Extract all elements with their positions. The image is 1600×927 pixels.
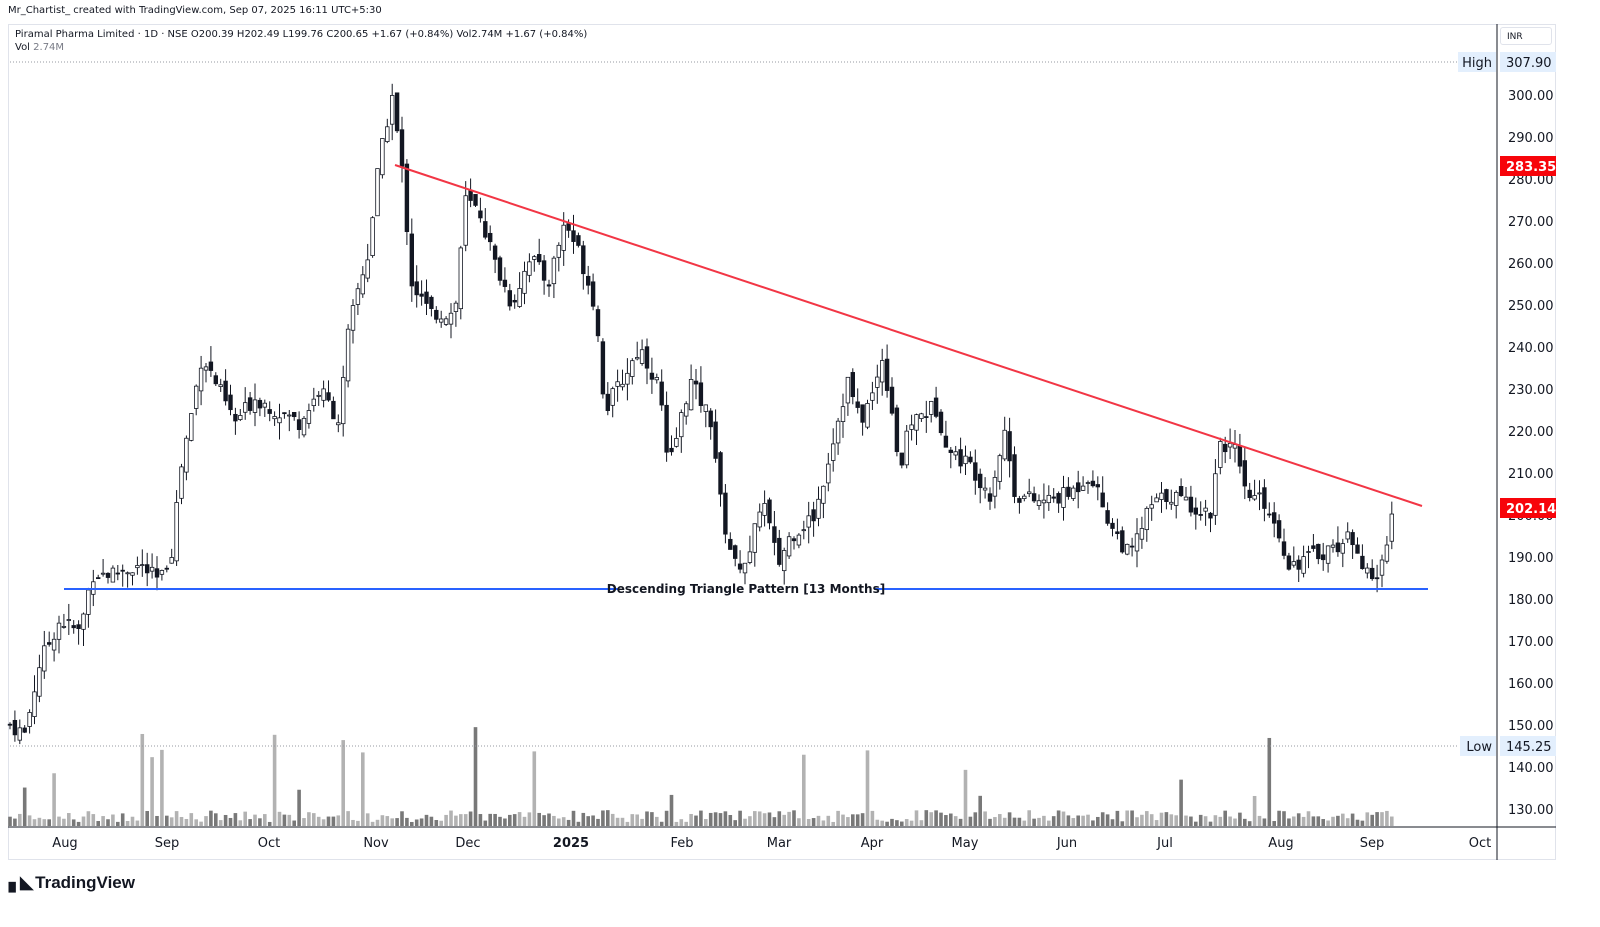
price-tick: 210.00	[1508, 467, 1554, 482]
time-tick: Oct	[1469, 836, 1491, 851]
time-tick: Jul	[1156, 836, 1173, 851]
tradingview-logo-icon: ▖◣	[9, 873, 33, 892]
price-tick: 290.00	[1508, 131, 1554, 146]
chart-legend: Piramal Pharma Limited · 1D · NSE O200.3…	[15, 28, 587, 54]
price-tick: 300.00	[1508, 89, 1554, 104]
price-tick: 190.00	[1508, 551, 1554, 566]
high-tag-bg	[1458, 52, 1496, 72]
high-value-bg	[1500, 52, 1556, 72]
time-tick: Oct	[258, 836, 280, 851]
pattern-label: Descending Triangle Pattern [13 Months]	[607, 582, 885, 596]
time-axis: Aug Sep Oct Nov Dec 2025 Feb Mar Apr May Jun Jul Aug…	[52, 836, 1491, 851]
legend-ohlc: Piramal Pharma Limited · 1D · NSE O200.3…	[15, 29, 588, 40]
time-tick: Feb	[670, 836, 693, 851]
volume-series	[8, 727, 1394, 826]
price-tick: 180.00	[1508, 593, 1554, 608]
price-tick: 240.00	[1508, 341, 1554, 356]
tradingview-logo[interactable]: ▖◣ TradingView	[9, 873, 135, 893]
low-value-bg	[1500, 736, 1556, 756]
time-tick: Dec	[455, 836, 480, 851]
price-tick: 260.00	[1508, 257, 1554, 272]
price-tick: 270.00	[1508, 215, 1554, 230]
chart-frame	[8, 24, 1556, 860]
time-tick: Jun	[1056, 836, 1077, 851]
price-tick: 220.00	[1508, 425, 1554, 440]
trendline-end-value: 202.14	[1506, 502, 1556, 517]
price-axis: 130.00 140.00 150.00 160.00 170.00 180.00 190.…	[1508, 89, 1554, 818]
low-tag-bg	[1460, 736, 1496, 756]
price-tick: 160.00	[1508, 677, 1554, 692]
high-value: 307.90	[1506, 56, 1552, 71]
currency-button[interactable]: INR	[1500, 27, 1552, 45]
time-tick: 2025	[553, 836, 589, 851]
legend-volume: Vol 2.74M	[15, 42, 65, 53]
time-tick: Mar	[767, 836, 792, 851]
time-tick: Aug	[1268, 836, 1293, 851]
descending-trendline	[394, 164, 1423, 507]
low-value: 145.25	[1506, 740, 1552, 755]
time-tick: May	[952, 836, 979, 851]
attribution-text: Mr_Chartist_ created with TradingView.co…	[8, 5, 382, 16]
price-tick: 150.00	[1508, 719, 1554, 734]
tradingview-logo-text: TradingView	[35, 873, 135, 892]
time-tick: Nov	[363, 836, 389, 851]
price-tick: 140.00	[1508, 761, 1554, 776]
price-tick: 280.00	[1508, 173, 1554, 188]
trendline-start-value: 283.35	[1506, 160, 1556, 175]
time-tick: Sep	[1360, 836, 1385, 851]
time-tick: Sep	[155, 836, 180, 851]
low-tag: Low	[1466, 740, 1492, 755]
high-tag: High	[1462, 56, 1492, 71]
trendline-start-bg	[1500, 156, 1556, 176]
time-tick: Apr	[861, 836, 884, 851]
price-tick: 170.00	[1508, 635, 1554, 650]
price-tick: 130.00	[1508, 803, 1554, 818]
price-tick: 250.00	[1508, 299, 1554, 314]
time-tick: Aug	[52, 836, 77, 851]
price-tick: 230.00	[1508, 383, 1554, 398]
trendline-end-bg	[1500, 498, 1556, 518]
candlestick-series	[7, 83, 1394, 745]
